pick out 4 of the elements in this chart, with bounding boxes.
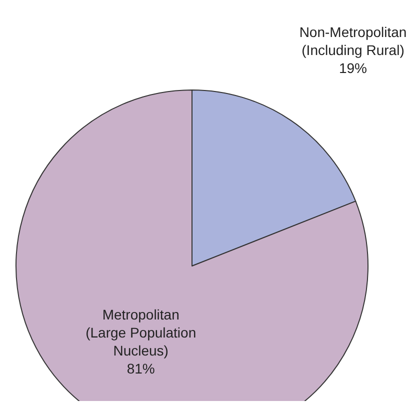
data-label: 19% [338, 60, 368, 76]
slice-label: Non-Metropolitan (Including Rural) [299, 24, 407, 58]
data-label: 81% [126, 360, 155, 376]
slice-label: Metropolitan (Large Population Nucleus) [86, 306, 196, 358]
